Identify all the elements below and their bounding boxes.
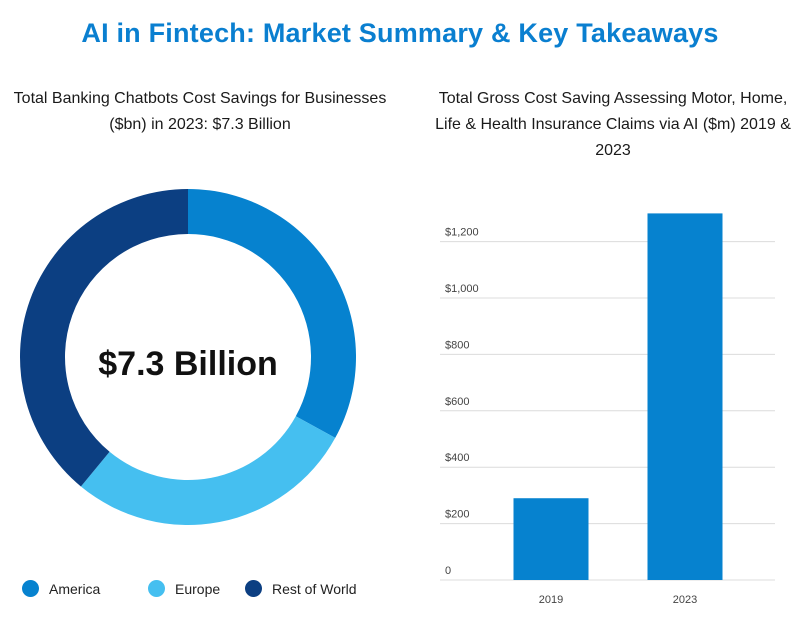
legend-item-rest-of-world: Rest of World — [245, 580, 357, 597]
donut-chart — [20, 189, 356, 525]
y-tick-label: $200 — [445, 509, 469, 521]
legend-item-europe: Europe — [148, 580, 220, 597]
donut-center-label: $7.3 Billion — [98, 345, 278, 383]
bar-2023 — [647, 213, 723, 580]
y-tick-label: 0 — [445, 565, 451, 577]
bar-chart: 0 $200 $400 $600 $800 $1,000 $1,200 2019 2023 — [440, 213, 775, 606]
x-tick-label: 2019 — [539, 594, 563, 606]
donut-slice-rest-of-world — [20, 189, 188, 487]
legend-label-rest-of-world: Rest of World — [272, 580, 357, 597]
bar-2019 — [513, 498, 589, 580]
y-tick-label: $600 — [445, 396, 469, 408]
legend-swatch-europe — [148, 580, 165, 597]
y-tick-label: $1,200 — [445, 227, 479, 239]
legend-swatch-america — [22, 580, 39, 597]
legend-label-europe: Europe — [175, 580, 221, 597]
donut-slice-europe — [80, 416, 336, 525]
x-tick-label: 2023 — [673, 594, 697, 606]
legend-swatch-rest-of-world — [245, 580, 262, 597]
y-tick-label: $400 — [445, 452, 469, 464]
bar-chart-title: Total Gross Cost Saving Assessing Motor,… — [435, 90, 791, 159]
legend-label-america: America — [49, 580, 101, 597]
page-title: AI in Fintech: Market Summary & Key Take… — [81, 18, 719, 48]
donut-legend: America Europe Rest of World — [22, 580, 402, 606]
legend-item-america: America — [22, 580, 100, 597]
y-tick-label: $800 — [445, 339, 469, 351]
donut-slice-america — [188, 189, 356, 438]
y-tick-label: $1,000 — [445, 283, 479, 295]
donut-chart-title: Total Banking Chatbots Cost Savings for … — [13, 90, 387, 133]
